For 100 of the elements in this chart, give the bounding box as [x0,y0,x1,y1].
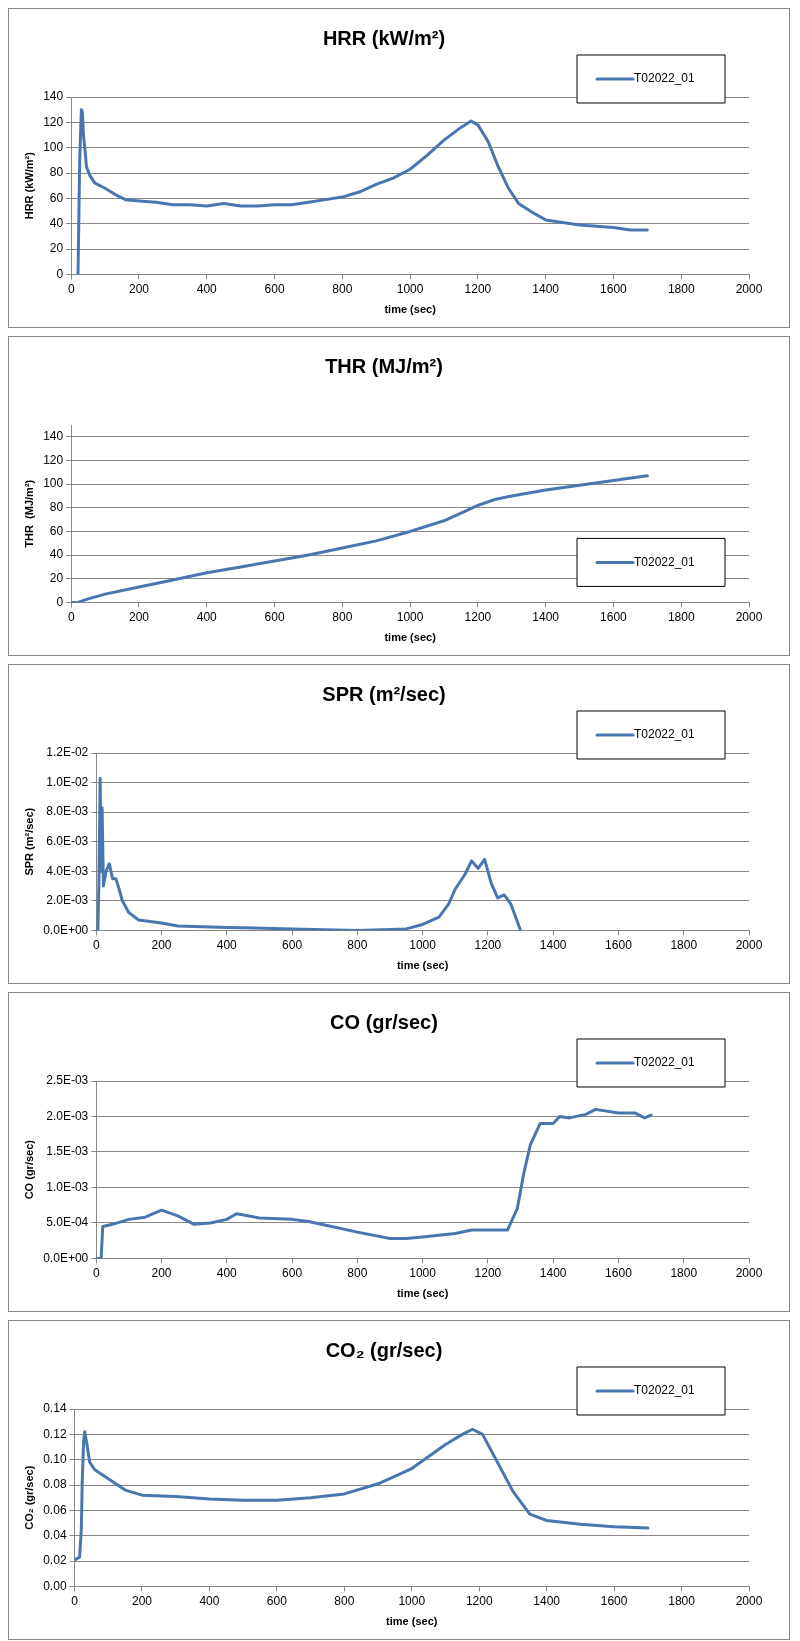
x-tick-label: 800 [332,281,353,296]
x-tick-label: 2000 [735,1593,763,1608]
x-tick-label: 1200 [464,609,492,624]
x-tick-label: 1200 [465,1593,493,1608]
x-tick-label: 200 [151,937,172,952]
y-tick-label: 0.08 [43,1477,67,1492]
x-tick-label: 800 [347,1265,368,1280]
y-tick-label: 0.14 [43,1401,67,1416]
y-tick-label: 0 [56,266,64,281]
x-axis-title: time (sec) [396,1287,449,1300]
x-tick-label: 400 [216,1265,238,1280]
x-tick-label: 1000 [409,1265,437,1280]
x-tick-label: 1000 [398,1593,426,1608]
chart-title: CO (gr/sec) [330,1010,438,1033]
y-tick-label: 140 [43,429,64,444]
x-tick-label: 1400 [539,937,567,952]
x-tick-label: 1400 [532,281,560,296]
y-tick-label: 1.5E-03 [46,1144,89,1159]
y-axis-title: SPR (m²/sec) [22,807,35,876]
x-tick-label: 1000 [396,281,424,296]
y-tick-label: 40 [49,547,64,562]
y-axis-title: THR (MJ/m²) [22,479,35,548]
y-tick-label: 140 [43,89,64,104]
x-tick-label: 200 [131,1593,153,1608]
legend-label: T02022_01 [634,1055,696,1070]
x-tick-label: 1200 [474,1265,502,1280]
y-tick-label: 60 [49,190,64,205]
x-tick-label: 800 [334,1593,355,1608]
chart-title: CO₂ (gr/sec) [325,1338,443,1361]
x-tick-label: 400 [199,1593,220,1608]
x-tick-label: 800 [347,937,368,952]
legend-label: T02022_01 [634,554,696,569]
chart-title: SPR (m²/sec) [322,682,446,705]
x-tick-label: 1800 [667,281,695,296]
y-tick-label: 0.06 [43,1502,67,1517]
y-tick-label: 6.0E-03 [46,834,89,849]
x-tick-label: 1600 [605,937,633,952]
x-tick-label: 600 [282,1265,303,1280]
y-axis-title: CO₂ (gr/sec) [22,1465,35,1530]
x-tick-label: 1800 [670,937,698,952]
x-tick-label: 600 [266,1593,288,1608]
legend-label: T02022_01 [634,1383,696,1398]
x-tick-label: 1000 [409,937,437,952]
x-tick-label: 1800 [668,1593,696,1608]
chart-title: THR (MJ/m²) [325,354,443,377]
x-tick-label: 800 [332,609,353,624]
x-tick-label: 1400 [533,1593,561,1608]
y-tick-label: 60 [49,523,64,538]
y-tick-label: 0.0E+00 [43,1250,89,1265]
y-tick-label: 5.0E-04 [46,1215,89,1230]
x-tick-label: 1000 [396,609,424,624]
y-axis-title: CO (gr/sec) [22,1139,35,1200]
y-tick-label: 2.0E-03 [46,893,89,908]
x-tick-label: 200 [151,1265,172,1280]
y-tick-label: 40 [49,216,64,231]
y-tick-label: 0.00 [43,1578,67,1593]
y-tick-label: 0.02 [43,1553,67,1568]
x-tick-label: 600 [264,281,285,296]
y-tick-label: 100 [43,476,64,491]
x-tick-label: 400 [216,937,238,952]
x-tick-label: 400 [196,609,218,624]
x-axis-title: time (sec) [384,631,437,644]
y-tick-label: 1.0E-03 [46,1179,89,1194]
x-axis-title: time (sec) [396,959,449,972]
x-axis-title: time (sec) [384,303,437,316]
y-tick-label: 100 [43,140,64,154]
y-tick-label: 0.04 [43,1528,67,1543]
x-tick-label: 2000 [735,1265,763,1280]
x-tick-label: 2000 [735,609,763,624]
x-tick-label: 1600 [605,1265,633,1280]
x-tick-label: 400 [196,281,218,296]
y-tick-label: 0 [56,594,64,609]
x-tick-label: 1400 [532,609,560,624]
x-tick-label: 1600 [600,281,628,296]
x-tick-label: 600 [264,609,285,624]
x-tick-label: 1200 [464,281,492,296]
y-tick-label: 0.10 [43,1452,67,1466]
x-tick-label: 0 [92,937,100,952]
x-tick-label: 200 [128,281,150,296]
chart-title: HRR (kW/m²) [322,26,446,49]
y-tick-label: 4.0E-03 [46,863,89,878]
y-tick-label: 80 [49,165,64,180]
x-tick-label: 1600 [600,1593,628,1608]
x-tick-label: 200 [128,609,150,624]
x-tick-label: 0 [92,1265,100,1280]
y-tick-label: 120 [43,452,64,467]
y-tick-label: 2.5E-03 [46,1073,89,1088]
x-tick-label: 1600 [600,609,628,624]
y-tick-label: 20 [49,571,64,586]
y-tick-label: 1.2E-02 [46,745,89,760]
x-axis-title: time (sec) [386,1615,438,1628]
legend-label: T02022_01 [634,71,696,86]
x-tick-label: 1800 [667,609,695,624]
y-tick-label: 80 [49,500,64,515]
x-tick-label: 1400 [539,1265,567,1280]
y-tick-label: 120 [43,114,64,129]
y-tick-label: 1.0E-02 [46,774,89,789]
x-tick-label: 1800 [670,1265,698,1280]
y-axis-title: HRR (kW/m²) [22,151,35,220]
y-tick-label: 8.0E-03 [46,804,89,819]
